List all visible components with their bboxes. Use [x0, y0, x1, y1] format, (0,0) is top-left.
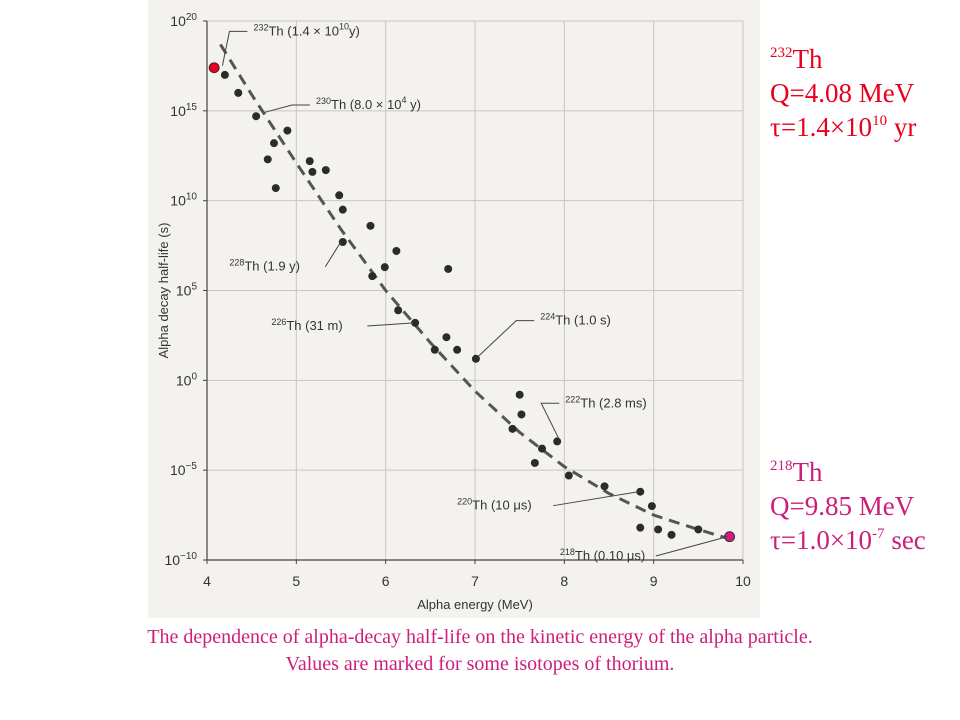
note-th218-q: Q=9.85 MeV	[770, 491, 915, 521]
leader-line	[553, 491, 639, 507]
y-tick-label: 1010	[170, 192, 197, 209]
leader-line	[655, 536, 728, 557]
data-point	[252, 112, 261, 121]
y-tick-label: 10−10	[164, 551, 197, 568]
data-point	[442, 333, 451, 342]
x-tick-label: 6	[382, 573, 390, 589]
isotope-label-220: 220Th (10 μs)	[457, 497, 532, 513]
data-point	[667, 530, 676, 539]
isotope-label-228: 228Th (1.9 y)	[229, 258, 300, 274]
data-point	[283, 126, 292, 135]
data-point	[600, 482, 609, 491]
isotope-label-232: 232Th (1.4 × 1010y)	[253, 21, 359, 38]
fit-curve	[219, 43, 735, 542]
data-point	[538, 444, 546, 453]
data-point	[515, 390, 524, 399]
data-point	[453, 345, 462, 354]
data-point	[394, 306, 403, 315]
alpha-decay-chart: 232Th (1.4 × 1010y) 230Th (8.0 × 104 y) 22…	[156, 12, 751, 612]
data-point	[305, 157, 314, 166]
data-point	[647, 502, 656, 511]
data-point	[270, 139, 278, 148]
note-th232-q: Q=4.08 MeV	[770, 78, 915, 108]
caption-line-1: The dependence of alpha-decay half-life …	[147, 626, 813, 648]
leader-line	[221, 30, 248, 66]
data-point	[321, 166, 330, 175]
note-th218-tau: τ=1.0×10-7 sec	[770, 525, 926, 555]
data-point	[430, 345, 439, 354]
data-point	[392, 246, 401, 255]
note-th232-tau: τ=1.4×1010 yr	[770, 112, 917, 142]
data-point	[553, 437, 562, 446]
data-point	[654, 525, 663, 534]
caption-line-2: Values are marked for some isotopes of t…	[285, 653, 675, 675]
x-tick-label: 5	[292, 573, 300, 589]
data-point	[234, 88, 243, 97]
fit-curve-layer	[219, 43, 735, 542]
data-point	[564, 471, 573, 480]
leader-line	[477, 320, 535, 358]
data-point	[444, 264, 453, 273]
leader-line	[367, 322, 414, 327]
leader-line	[540, 402, 560, 440]
note-th232: 232Th Q=4.08 MeV τ=1.4×1010 yr	[770, 42, 916, 144]
y-axis-label: Alpha decay half-life (s)	[156, 223, 171, 359]
highlight-point-th218	[724, 531, 735, 543]
data-point	[411, 318, 420, 327]
leader-line	[324, 241, 342, 268]
isotope-label-224: 224Th (1.0 s)	[540, 312, 611, 328]
grid	[206, 20, 744, 561]
x-tick-label: 8	[560, 573, 568, 589]
annotations: 232Th (1.4 × 1010y) 230Th (8.0 × 104 y) 22…	[221, 21, 728, 563]
x-tick-label: 9	[650, 573, 658, 589]
data-point	[263, 155, 272, 164]
data-point	[517, 410, 526, 419]
x-tick-label: 10	[735, 573, 751, 589]
data-point	[338, 237, 347, 246]
data-point	[380, 263, 389, 272]
data-point	[636, 487, 645, 496]
x-tick-label: 7	[471, 573, 479, 589]
axes: 4 5 6 7 8 9 10 1020 1015 1010 105 100 10−5 10−10 Alpha…	[156, 12, 751, 612]
isotope-label-222: 222Th (2.8 ms)	[565, 394, 647, 410]
data-point	[636, 523, 645, 532]
isotope-label-230: 230Th (8.0 × 104 y)	[316, 95, 421, 112]
data-point	[308, 167, 317, 176]
note-th218-isotope: 218Th	[770, 457, 823, 487]
data-point	[508, 424, 517, 433]
data-point	[271, 184, 280, 193]
data-points	[208, 62, 735, 543]
data-point	[338, 205, 347, 214]
y-tick-label: 100	[176, 371, 198, 388]
data-point	[220, 70, 229, 79]
y-tick-label: 105	[176, 282, 198, 299]
data-point	[335, 191, 344, 200]
leader-line	[264, 104, 310, 113]
note-th218: 218Th Q=9.85 MeV τ=1.0×10-7 sec	[770, 455, 926, 557]
y-tick-label: 1020	[170, 12, 197, 29]
isotope-label-226: 226Th (31 m)	[271, 317, 342, 333]
y-tick-label: 10−5	[170, 461, 197, 478]
highlight-point-th232	[208, 62, 220, 74]
note-th232-isotope: 232Th	[770, 44, 823, 74]
data-point	[530, 458, 539, 467]
y-tick-label: 1015	[170, 102, 197, 119]
isotope-label-218: 218Th (0.10 μs)	[560, 547, 645, 563]
data-point	[366, 221, 375, 230]
data-point	[368, 272, 377, 281]
figure-caption: The dependence of alpha-decay half-life …	[0, 624, 960, 678]
x-axis-label: Alpha energy (MeV)	[417, 597, 533, 612]
data-point	[694, 525, 703, 534]
x-tick-label: 4	[203, 573, 211, 589]
